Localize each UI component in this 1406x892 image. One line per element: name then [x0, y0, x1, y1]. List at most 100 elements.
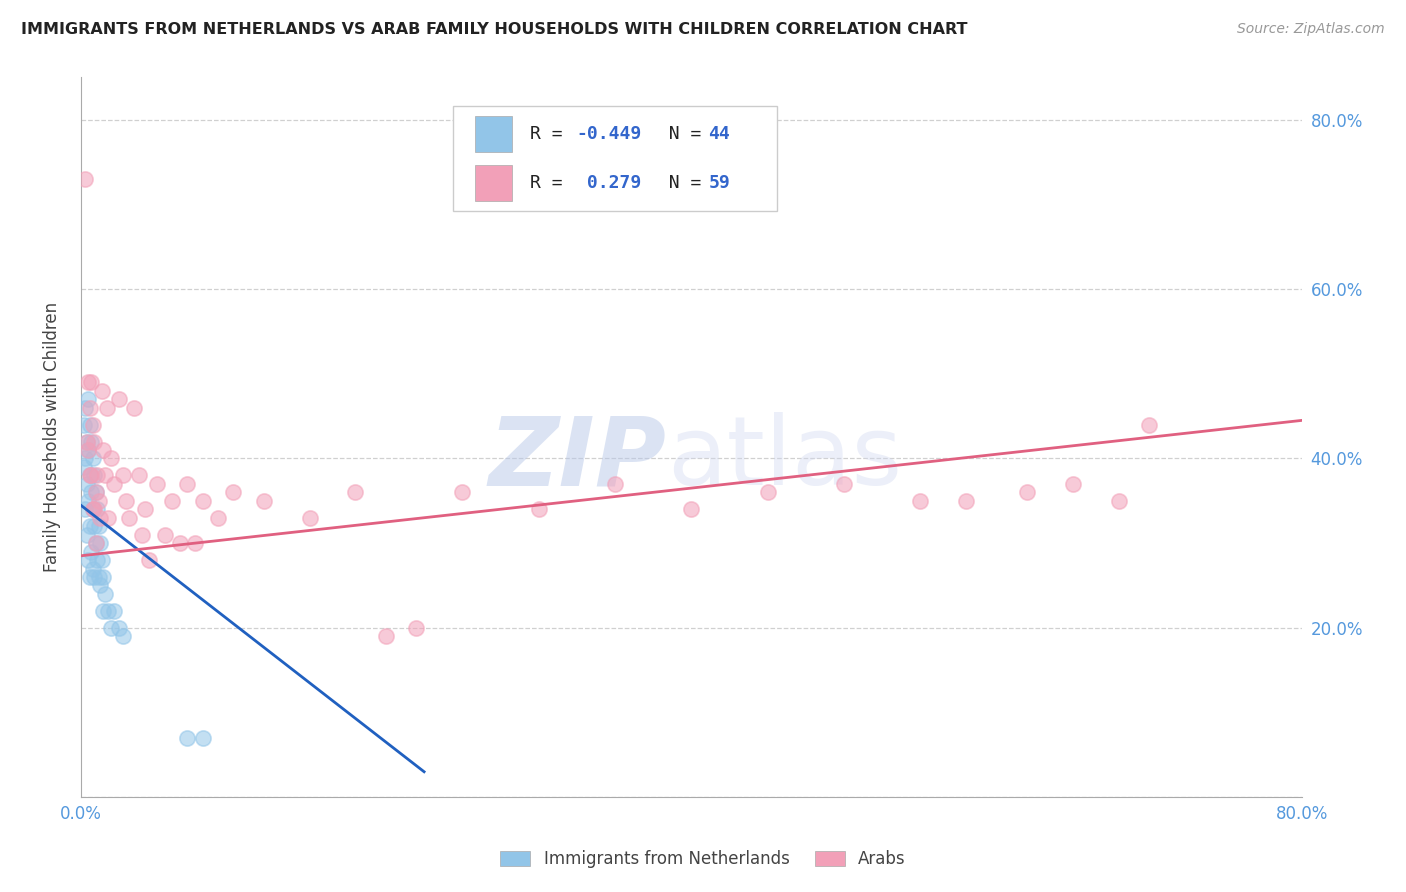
Point [76, 527, 98, 541]
Point [72, 417, 94, 432]
Point [79, 570, 101, 584]
Point [93, 442, 115, 457]
Text: ZIP: ZIP [489, 412, 666, 506]
Text: -0.449: -0.449 [576, 125, 641, 143]
Point [146, 476, 169, 491]
Point [153, 527, 176, 541]
Point [79, 519, 101, 533]
Point [344, 485, 367, 500]
Text: 0.279: 0.279 [576, 174, 641, 193]
Point [89, 578, 111, 592]
Point [79, 468, 101, 483]
Point [94, 468, 117, 483]
Point [191, 731, 214, 745]
Point [832, 476, 855, 491]
Point [80, 434, 103, 449]
Point [89, 510, 111, 524]
Point [83, 570, 105, 584]
Text: Source: ZipAtlas.com: Source: ZipAtlas.com [1237, 22, 1385, 37]
Point [93, 604, 115, 618]
Point [131, 527, 153, 541]
Point [79, 401, 101, 415]
Point [82, 502, 104, 516]
Point [75, 172, 97, 186]
Point [94, 587, 117, 601]
Point [91, 553, 114, 567]
Point [83, 502, 105, 516]
Point [76, 434, 98, 449]
Point [169, 536, 191, 550]
Point [527, 502, 550, 516]
Text: atlas: atlas [666, 412, 903, 506]
Bar [475, 116, 512, 152]
Point [405, 621, 427, 635]
Point [1062, 476, 1084, 491]
Point [118, 510, 141, 524]
Point [112, 629, 135, 643]
Point [1017, 485, 1039, 500]
Point [86, 468, 108, 483]
Point [681, 502, 703, 516]
Point [222, 485, 245, 500]
Point [298, 510, 321, 524]
Point [82, 502, 104, 516]
Point [107, 621, 129, 635]
Point [112, 468, 135, 483]
Point [82, 451, 104, 466]
Point [955, 493, 977, 508]
Point [89, 536, 111, 550]
Point [83, 434, 105, 449]
Text: N =: N = [647, 174, 713, 193]
Point [80, 376, 103, 390]
Point [122, 401, 145, 415]
Point [76, 476, 98, 491]
Point [82, 561, 104, 575]
Point [115, 493, 138, 508]
Point [84, 536, 107, 550]
Point [374, 629, 396, 643]
Point [83, 468, 105, 483]
Point [84, 485, 107, 500]
Point [138, 553, 160, 567]
Text: R =: R = [530, 125, 574, 143]
Point [128, 468, 150, 483]
Point [451, 485, 474, 500]
Point [96, 401, 118, 415]
Point [86, 553, 108, 567]
Y-axis label: Family Households with Children: Family Households with Children [44, 302, 60, 573]
Point [1137, 417, 1160, 432]
Point [87, 519, 110, 533]
Point [107, 392, 129, 407]
Point [100, 451, 122, 466]
Point [100, 621, 122, 635]
Legend: Immigrants from Netherlands, Arabs: Immigrants from Netherlands, Arabs [494, 844, 912, 875]
Point [97, 510, 120, 524]
Point [103, 476, 125, 491]
Point [910, 493, 932, 508]
Text: N =: N = [647, 125, 713, 143]
Point [756, 485, 779, 500]
Point [75, 401, 97, 415]
Point [77, 442, 100, 457]
Point [77, 553, 100, 567]
Point [103, 604, 125, 618]
Point [184, 536, 207, 550]
Point [93, 570, 115, 584]
Point [176, 731, 198, 745]
Text: 44: 44 [709, 125, 730, 143]
Point [87, 570, 110, 584]
Point [77, 392, 100, 407]
Point [134, 502, 156, 516]
FancyBboxPatch shape [453, 106, 776, 211]
Point [80, 485, 103, 500]
Point [253, 493, 276, 508]
Text: IMMIGRANTS FROM NETHERLANDS VS ARAB FAMILY HOUSEHOLDS WITH CHILDREN CORRELATION : IMMIGRANTS FROM NETHERLANDS VS ARAB FAMI… [21, 22, 967, 37]
Point [207, 510, 229, 524]
Point [83, 519, 105, 533]
Point [84, 536, 107, 550]
Point [191, 493, 214, 508]
Point [80, 468, 103, 483]
Point [79, 417, 101, 432]
Point [80, 544, 103, 558]
Point [76, 434, 98, 449]
